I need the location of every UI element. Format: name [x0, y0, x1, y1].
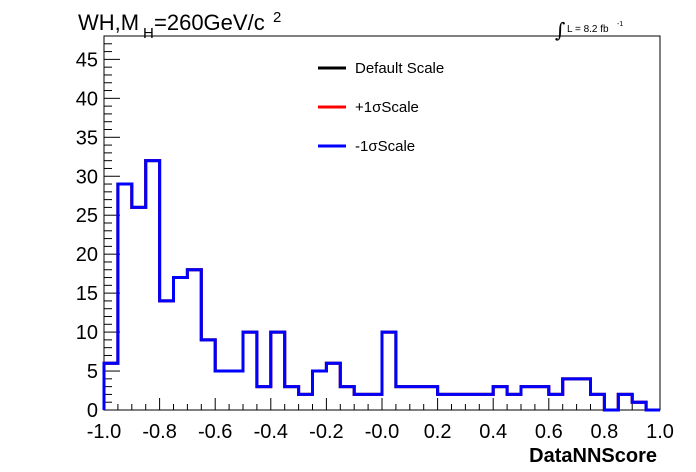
x-tick-label: -0.6 — [198, 421, 232, 443]
x-tick-label: -0.8 — [142, 421, 176, 443]
x-tick-label: -0.0 — [365, 421, 399, 443]
luminosity-label: ∫ L = 8.2 fb -1 — [555, 18, 623, 42]
x-axis-title: DataNNScore — [529, 445, 657, 467]
x-tick-label: -0.2 — [309, 421, 343, 443]
y-tick-label: 35 — [76, 127, 98, 149]
legend-label-minus-sigma: -1σScale — [355, 138, 415, 155]
lumi-text: L = 8.2 fb — [567, 24, 609, 35]
y-tick-label: 45 — [76, 49, 98, 71]
legend: Default Scale +1σScale -1σScale — [318, 60, 444, 155]
integral-icon: ∫ — [555, 18, 565, 42]
y-tick-label: 15 — [76, 283, 98, 305]
x-axis: -1.0 -0.8 -0.6 -0.4 -0.2 -0.0 0.2 0.4 0.6 0.8 1.0 — [87, 398, 674, 443]
x-tick-label: -0.4 — [254, 421, 288, 443]
y-tick-label: 40 — [76, 88, 98, 110]
x-tick-label: 0.4 — [479, 421, 507, 443]
title-value: =260GeV/c — [154, 10, 265, 35]
y-tick-label: 0 — [87, 400, 98, 422]
legend-label-default: Default Scale — [355, 60, 444, 77]
series-layer — [102, 159, 660, 412]
x-tick-label: -1.0 — [87, 421, 121, 443]
x-tick-label: 1.0 — [646, 421, 674, 443]
title-subscript: H — [143, 25, 154, 42]
y-tick-label: 25 — [76, 205, 98, 227]
x-tick-label: 0.2 — [424, 421, 452, 443]
title-superscript: 2 — [273, 9, 281, 26]
lumi-superscript: -1 — [617, 21, 623, 28]
y-tick-label: 10 — [76, 322, 98, 344]
y-tick-label: 20 — [76, 244, 98, 266]
y-tick-label: 5 — [87, 361, 98, 383]
legend-label-plus-sigma: +1σScale — [355, 99, 419, 116]
x-tick-label: 0.8 — [590, 421, 618, 443]
histogram-series — [102, 159, 660, 412]
y-tick-label: 30 — [76, 166, 98, 188]
x-tick-label: 0.6 — [535, 421, 563, 443]
title-main: WH,M — [78, 10, 139, 35]
y-axis: 0 5 10 15 20 25 30 35 40 45 — [76, 43, 120, 422]
chart-title: WH,M H =260GeV/c 2 — [78, 9, 281, 42]
